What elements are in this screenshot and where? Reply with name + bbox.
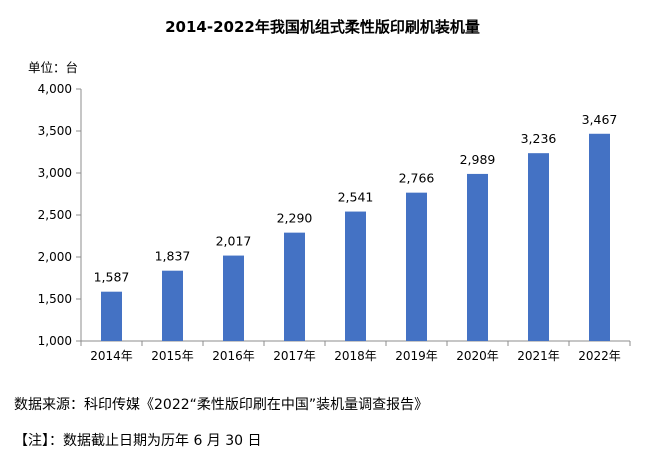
footnote: 【注】：数据截止日期为历年 6 月 30 日 [14,433,262,449]
bar [528,153,549,341]
y-tick-label: 3,000 [38,166,72,180]
chart-labels: 1,587 2014年 1,837 2015年 2,017 2016年 2,290 2017年… [90,112,621,363]
x-tick-label: 2017年 [273,349,316,363]
bar [467,173,488,341]
x-tick-label: 2021年 [517,349,560,363]
x-tick-label: 2018年 [334,349,377,363]
y-tick-label: 1,000 [38,334,72,348]
y-tick-label: 4,000 [38,82,72,96]
data-label: 2,989 [460,152,496,167]
data-label: 1,837 [155,249,191,264]
bar [223,255,244,341]
data-label: 2,290 [277,211,313,226]
bar [101,291,122,341]
data-label: 1,587 [94,270,130,285]
data-label: 3,467 [582,112,618,127]
chart-bars [101,133,610,341]
x-tick-label: 2015年 [151,349,194,363]
chart-title: 2014-2022年我国机组式柔性版印刷机装机量 [165,18,480,36]
x-tick-label: 2020年 [456,349,499,363]
x-tick-label: 2014年 [90,349,133,363]
bar [162,270,183,341]
y-axis-unit-label: 单位：台 [28,60,79,75]
y-tick-label: 2,000 [38,250,72,264]
bar [284,232,305,341]
source-note: 数据来源：科印传媒《2022“柔性版印刷在中国”装机量调查报告》 [14,397,429,413]
y-tick-label: 1,500 [38,292,72,306]
data-label: 2,541 [338,190,374,205]
data-label: 2,766 [399,171,435,186]
bar-chart: 1,000 1,500 2,000 2,500 3,000 3,500 4,000 1,58… [38,82,631,363]
y-tick-label: 2,500 [38,208,72,222]
bar [345,211,366,341]
x-tick-label: 2022年 [578,349,621,363]
y-tick-label: 3,500 [38,124,72,138]
x-tick-label: 2019年 [395,349,438,363]
data-label: 3,236 [521,131,557,146]
bar [406,192,427,341]
data-label: 2,017 [216,234,252,249]
bar [589,133,610,341]
x-tick-label: 2016年 [212,349,255,363]
